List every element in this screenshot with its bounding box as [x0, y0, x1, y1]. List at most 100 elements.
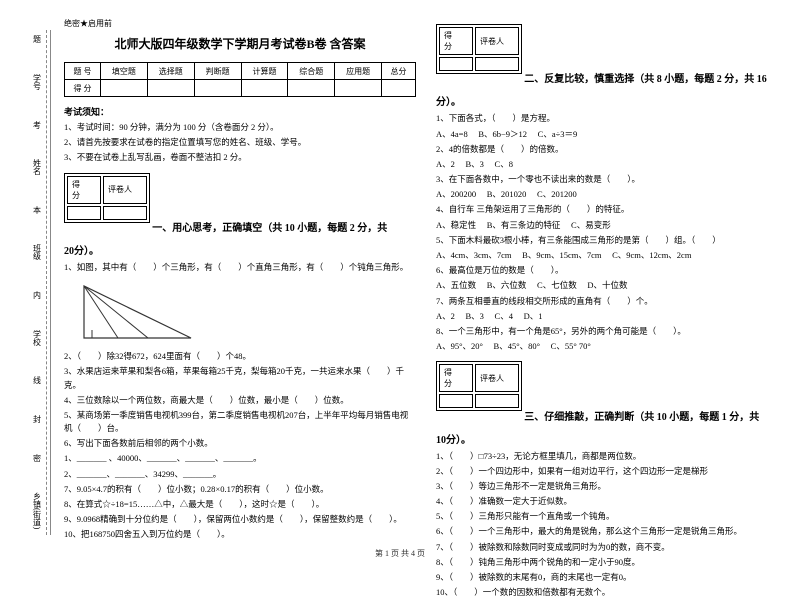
question: 6、（ ）一个三角形中，最大的角是锐角，那么这个三角形一定是锐角三角形。 — [436, 525, 788, 538]
options: A、2 B、3 C、4 D、1 — [436, 310, 788, 323]
grader-label: 评卷人 — [103, 176, 147, 204]
hdr-cell — [147, 80, 194, 97]
question: 1、下面各式，（ ）是方程。 — [436, 112, 788, 125]
question: 2、4的倍数都是（ ）的倍数。 — [436, 143, 788, 156]
hdr-cell: 综合题 — [288, 63, 335, 80]
hdr-cell: 题 号 — [65, 63, 101, 80]
hdr-cell — [382, 80, 416, 97]
page-footer: 第 1 页 共 4 页 — [0, 548, 800, 559]
question-sub: 1、_______ 、40000、_______、_______、_______… — [64, 452, 416, 465]
options: A、稳定性 B、有三条边的特征 C、易变形 — [436, 219, 788, 232]
question: 7、9.05×4.7的积有（ ）位小数；0.28×0.17的积有（ ）位小数。 — [64, 483, 416, 496]
hdr-cell: 计算题 — [241, 63, 288, 80]
question: 3、在下面各数中，一个零也不读出来的数是（ ）。 — [436, 173, 788, 186]
score-label: 得分 — [67, 176, 101, 204]
question: 5、下面木料最砍3根小棒，有三条能围成三角形的是第（ ）组。（ ） — [436, 234, 788, 247]
right-column: 得分评卷人 二、反复比较，慎重选择（共 8 小题，每题 2 分，共 16 分）。… — [436, 18, 788, 601]
options: A、4a=8 B、6b−9＞12 C、a÷3＝9 — [436, 128, 788, 141]
page-content: 绝密★启用前 北师大版四年级数学下学期月考试卷B卷 含答案 题 号 填空题 选择… — [60, 0, 800, 601]
grader-label: 评卷人 — [475, 364, 519, 392]
hdr-cell: 填空题 — [101, 63, 148, 80]
question: 4、（ ）准确数一定大于近似数。 — [436, 495, 788, 508]
score-blank — [439, 394, 473, 408]
question: 8、一个三角形中，有一个角是65°，另外的两个角可能是（ ）。 — [436, 325, 788, 338]
grader-blank — [103, 206, 147, 220]
score-blank — [67, 206, 101, 220]
hdr-cell: 应用题 — [335, 63, 382, 80]
question: 9、（ ）被除数的末尾有0，商的末尾也一定有0。 — [436, 571, 788, 584]
section-score-box: 得分评卷人 — [436, 361, 522, 411]
notice-line: 3、不要在试卷上乱写乱画，卷面不整洁扣 2 分。 — [64, 152, 416, 164]
vlabel: 学号 — [32, 74, 43, 90]
section3-heading: 三、仔细推敲，正确判断（共 10 小题，每题 1 分，共 — [524, 408, 759, 423]
hdr-cell — [101, 80, 148, 97]
question: 5、某商场第一季度销售电视机399台，第二季度销售电视机207台，上半年平均每月… — [64, 409, 416, 435]
section3-cont: 10分）。 — [436, 431, 788, 446]
score-table: 题 号 填空题 选择题 判断题 计算题 综合题 应用题 总分 得 分 — [64, 62, 416, 97]
hdr-cell — [241, 80, 288, 97]
notice-line: 1、考试时间：90 分钟，满分为 100 分（含卷面分 2 分）。 — [64, 122, 416, 134]
hdr-cell: 总分 — [382, 63, 416, 80]
left-column: 绝密★启用前 北师大版四年级数学下学期月考试卷B卷 含答案 题 号 填空题 选择… — [64, 18, 416, 601]
question: 4、自行车 三角架运用了三角形的（ ）的特征。 — [436, 203, 788, 216]
section-score-box: 得分评卷人 — [64, 173, 150, 223]
question: 1、如图，其中有（ ）个三角形，有（ ）个直角三角形，有（ ）个钝角三角形。 — [64, 261, 416, 274]
hdr-cell — [288, 80, 335, 97]
section-score-box: 得分评卷人 — [436, 24, 522, 74]
section1-heading: 一、用心思考，正确填空（共 10 小题，每题 2 分，共 — [152, 219, 387, 234]
grader-blank — [475, 57, 519, 71]
options: A、200200 B、201020 C、201200 — [436, 188, 788, 201]
options: A、2 B、3 C、8 — [436, 158, 788, 171]
options: A、4cm、3cm、7cm B、9cm、15cm、7cm C、9cm、12cm、… — [436, 249, 788, 262]
vmark: 封 — [32, 415, 43, 423]
grader-blank — [475, 394, 519, 408]
vlabel: 学校 — [32, 330, 43, 346]
hdr-cell: 得 分 — [65, 80, 101, 97]
question: 2、（ ）除32得672，624里面有（ ）个48。 — [64, 350, 416, 363]
cut-line-dashed — [46, 30, 47, 535]
question: 8、在算式☆÷18=15……△中，△最大是（ ），这时☆是（ ）。 — [64, 498, 416, 511]
vlabel: 乡镇(街道) — [32, 492, 43, 529]
grader-label: 评卷人 — [475, 27, 519, 55]
question: 10、（ ）一个数的因数和倍数都有无数个。 — [436, 586, 788, 599]
triangle-figure — [76, 278, 416, 346]
vmark: 内 — [32, 291, 43, 299]
question: 7、两条互相垂直的线段相交所形成的直角有（ ）个。 — [436, 295, 788, 308]
question: 9、9.0968精确到十分位约是（ ），保留两位小数约是（ ），保留整数约是（ … — [64, 513, 416, 526]
question: 6、最高位是万位的数是（ ）。 — [436, 264, 788, 277]
triangle-svg — [76, 278, 196, 346]
question: 1、（ ）□73÷23，无论方框里填几，商都是两位数。 — [436, 450, 788, 463]
section1-cont: 20分）。 — [64, 242, 416, 257]
vmark: 线 — [32, 376, 43, 384]
score-blank — [439, 57, 473, 71]
notice-line: 2、请首先按要求在试卷的指定位置填写您的姓名、班级、学号。 — [64, 137, 416, 149]
vmark: 本 — [32, 206, 43, 214]
hdr-cell: 判断题 — [194, 63, 241, 80]
question: 3、水果店运来苹果和梨各6箱，苹果每箱25千克，梨每箱20千克，一共运来水果（ … — [64, 365, 416, 391]
hdr-cell: 选择题 — [147, 63, 194, 80]
options: A、95°、20° B、45°、80° C、55° 70° — [436, 340, 788, 353]
score-value-row: 得 分 — [65, 80, 416, 97]
question: 2、（ ）一个四边形中，如果有一组对边平行，这个四边形一定是梯形 — [436, 465, 788, 478]
question: 10、把168750四舍五入到万位约是（ ）。 — [64, 528, 416, 541]
vmark: 题 — [32, 35, 43, 43]
vmark: 考 — [32, 121, 43, 129]
question: 4、三位数除以一个两位数，商最大是（ ）位数，最小是（ ）位数。 — [64, 394, 416, 407]
binding-margin: 题 学号 考 姓名 本 班级 内 学校 线 封 密 乡镇(街道) — [28, 20, 46, 545]
cut-line-solid — [50, 30, 51, 535]
vlabel: 班级 — [32, 244, 43, 260]
score-label: 得分 — [439, 364, 473, 392]
secret-label: 绝密★启用前 — [64, 18, 416, 29]
score-header-row: 题 号 填空题 选择题 判断题 计算题 综合题 应用题 总分 — [65, 63, 416, 80]
question: 3、（ ）等边三角形不一定是锐角三角形。 — [436, 480, 788, 493]
section2-heading: 二、反复比较，慎重选择（共 8 小题，每题 2 分，共 16 — [524, 70, 767, 85]
vmark: 密 — [32, 454, 43, 462]
question: 5、（ ）三角形只能有一个直角或一个钝角。 — [436, 510, 788, 523]
options: A、五位数 B、六位数 C、七位数 D、十位数 — [436, 279, 788, 292]
question: 6、写出下面各数前后相邻的两个小数。 — [64, 437, 416, 450]
hdr-cell — [335, 80, 382, 97]
notice-title: 考试须知： — [64, 105, 416, 118]
section2-cont: 分）。 — [436, 93, 788, 108]
question-sub: 2、_______、_______、34299、_______。 — [64, 468, 416, 481]
exam-title: 北师大版四年级数学下学期月考试卷B卷 含答案 — [64, 35, 416, 52]
